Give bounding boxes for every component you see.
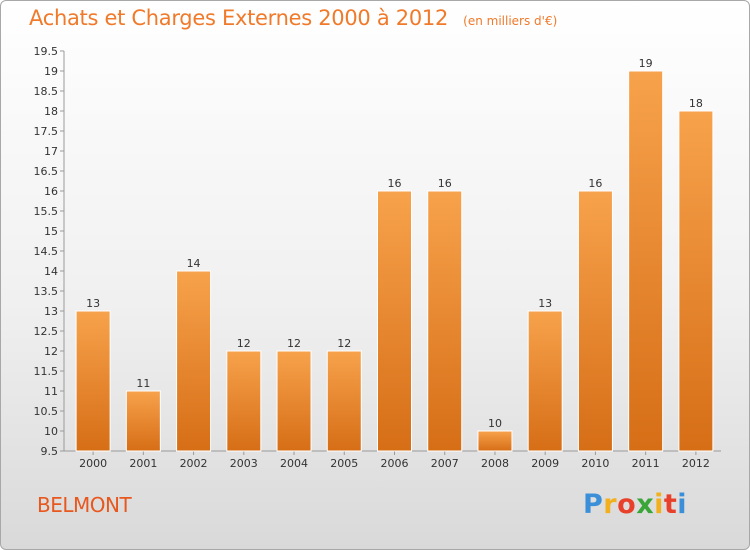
bar-2006 (377, 190, 412, 452)
y-tick-label: 13.5 (34, 285, 59, 298)
brand-letter: o (617, 489, 637, 520)
labels-layer: 13 2000 11 2001 14 2002 12 2003 12 2004 12 2005 16 20… (79, 57, 710, 470)
x-tick-label-2003: 2003 (230, 457, 258, 470)
value-label-2007: 16 (438, 177, 452, 190)
y-tick-label: 15.5 (34, 205, 59, 218)
y-tick-label: 10 (44, 425, 58, 438)
x-tick-label-2009: 2009 (531, 457, 559, 470)
commune-name: BELMONT (37, 493, 132, 517)
x-tick-label-2008: 2008 (481, 457, 509, 470)
title-row: Achats et Charges Externes 2000 à 2012 (… (29, 6, 557, 30)
x-tick-label-2005: 2005 (330, 457, 358, 470)
bar-2011 (628, 70, 664, 452)
y-tick-label: 12.5 (34, 325, 59, 338)
value-label-2001: 11 (136, 377, 150, 390)
value-label-2004: 12 (287, 337, 301, 350)
x-tick-label-2007: 2007 (431, 457, 459, 470)
x-tick-label-2002: 2002 (180, 457, 208, 470)
x-tick-label-2001: 2001 (129, 457, 157, 470)
brand-letter: r (603, 489, 618, 520)
brand-letter: P (583, 489, 604, 520)
y-tick-label: 14.5 (34, 245, 59, 258)
bar-2007 (427, 190, 463, 452)
value-label-2008: 10 (488, 417, 502, 430)
brand-logo: Proxiti (583, 489, 687, 520)
value-label-2011: 19 (639, 57, 653, 70)
bar-2012 (678, 110, 714, 452)
axis-layer: 9.5 10 10.5 11 11.5 12 12.5 13 13.5 14 14.5 15 15.5 1… (34, 45, 721, 458)
x-tick-label-2010: 2010 (581, 457, 609, 470)
value-label-2002: 14 (187, 257, 201, 270)
y-tick-label: 18 (44, 105, 58, 118)
y-tick-label: 9.5 (41, 445, 59, 458)
y-tick-label: 19 (44, 65, 58, 78)
y-tick-label: 11.5 (34, 365, 59, 378)
y-tick-label: 13 (44, 305, 58, 318)
value-label-2005: 12 (337, 337, 351, 350)
y-tick-label: 10.5 (34, 405, 59, 418)
bars-layer (75, 70, 714, 452)
value-label-2003: 12 (237, 337, 251, 350)
x-tick-label-2004: 2004 (280, 457, 308, 470)
y-tick-label: 19.5 (34, 45, 59, 58)
bar-2000 (75, 310, 111, 452)
chart-unit: (en milliers d'€) (463, 14, 558, 28)
y-tick-label: 17.5 (34, 125, 59, 138)
brand-letter: x (636, 489, 655, 520)
chart-title: Achats et Charges Externes 2000 à 2012 (29, 6, 449, 30)
bar-2002 (176, 270, 212, 452)
y-tick-label: 18.5 (34, 85, 59, 98)
y-tick-label: 17 (44, 145, 58, 158)
y-tick-label: 12 (44, 345, 58, 358)
bar-2008 (477, 430, 513, 452)
bar-2009 (527, 310, 563, 452)
bar-2001 (125, 390, 161, 452)
value-label-2012: 18 (689, 97, 703, 110)
value-label-2010: 16 (588, 177, 602, 190)
y-tick-label: 16 (44, 185, 58, 198)
bar-2005 (326, 350, 362, 452)
brand-letter: i (677, 489, 688, 520)
x-tick-label-2000: 2000 (79, 457, 107, 470)
y-tick-label: 16.5 (34, 165, 59, 178)
bar-2010 (577, 190, 613, 452)
y-tick-label: 11 (44, 385, 58, 398)
y-tick-label: 14 (44, 265, 58, 278)
bar-2003 (226, 350, 262, 452)
y-tick-label: 15 (44, 225, 58, 238)
x-tick-label-2006: 2006 (381, 457, 409, 470)
value-label-2006: 16 (388, 177, 402, 190)
value-label-2000: 13 (86, 297, 100, 310)
bar-2004 (276, 350, 312, 452)
brand-letter: t (663, 489, 678, 520)
brand-letter: i (654, 489, 664, 520)
x-tick-label-2011: 2011 (632, 457, 660, 470)
value-label-2009: 13 (538, 297, 552, 310)
x-tick-label-2012: 2012 (682, 457, 710, 470)
